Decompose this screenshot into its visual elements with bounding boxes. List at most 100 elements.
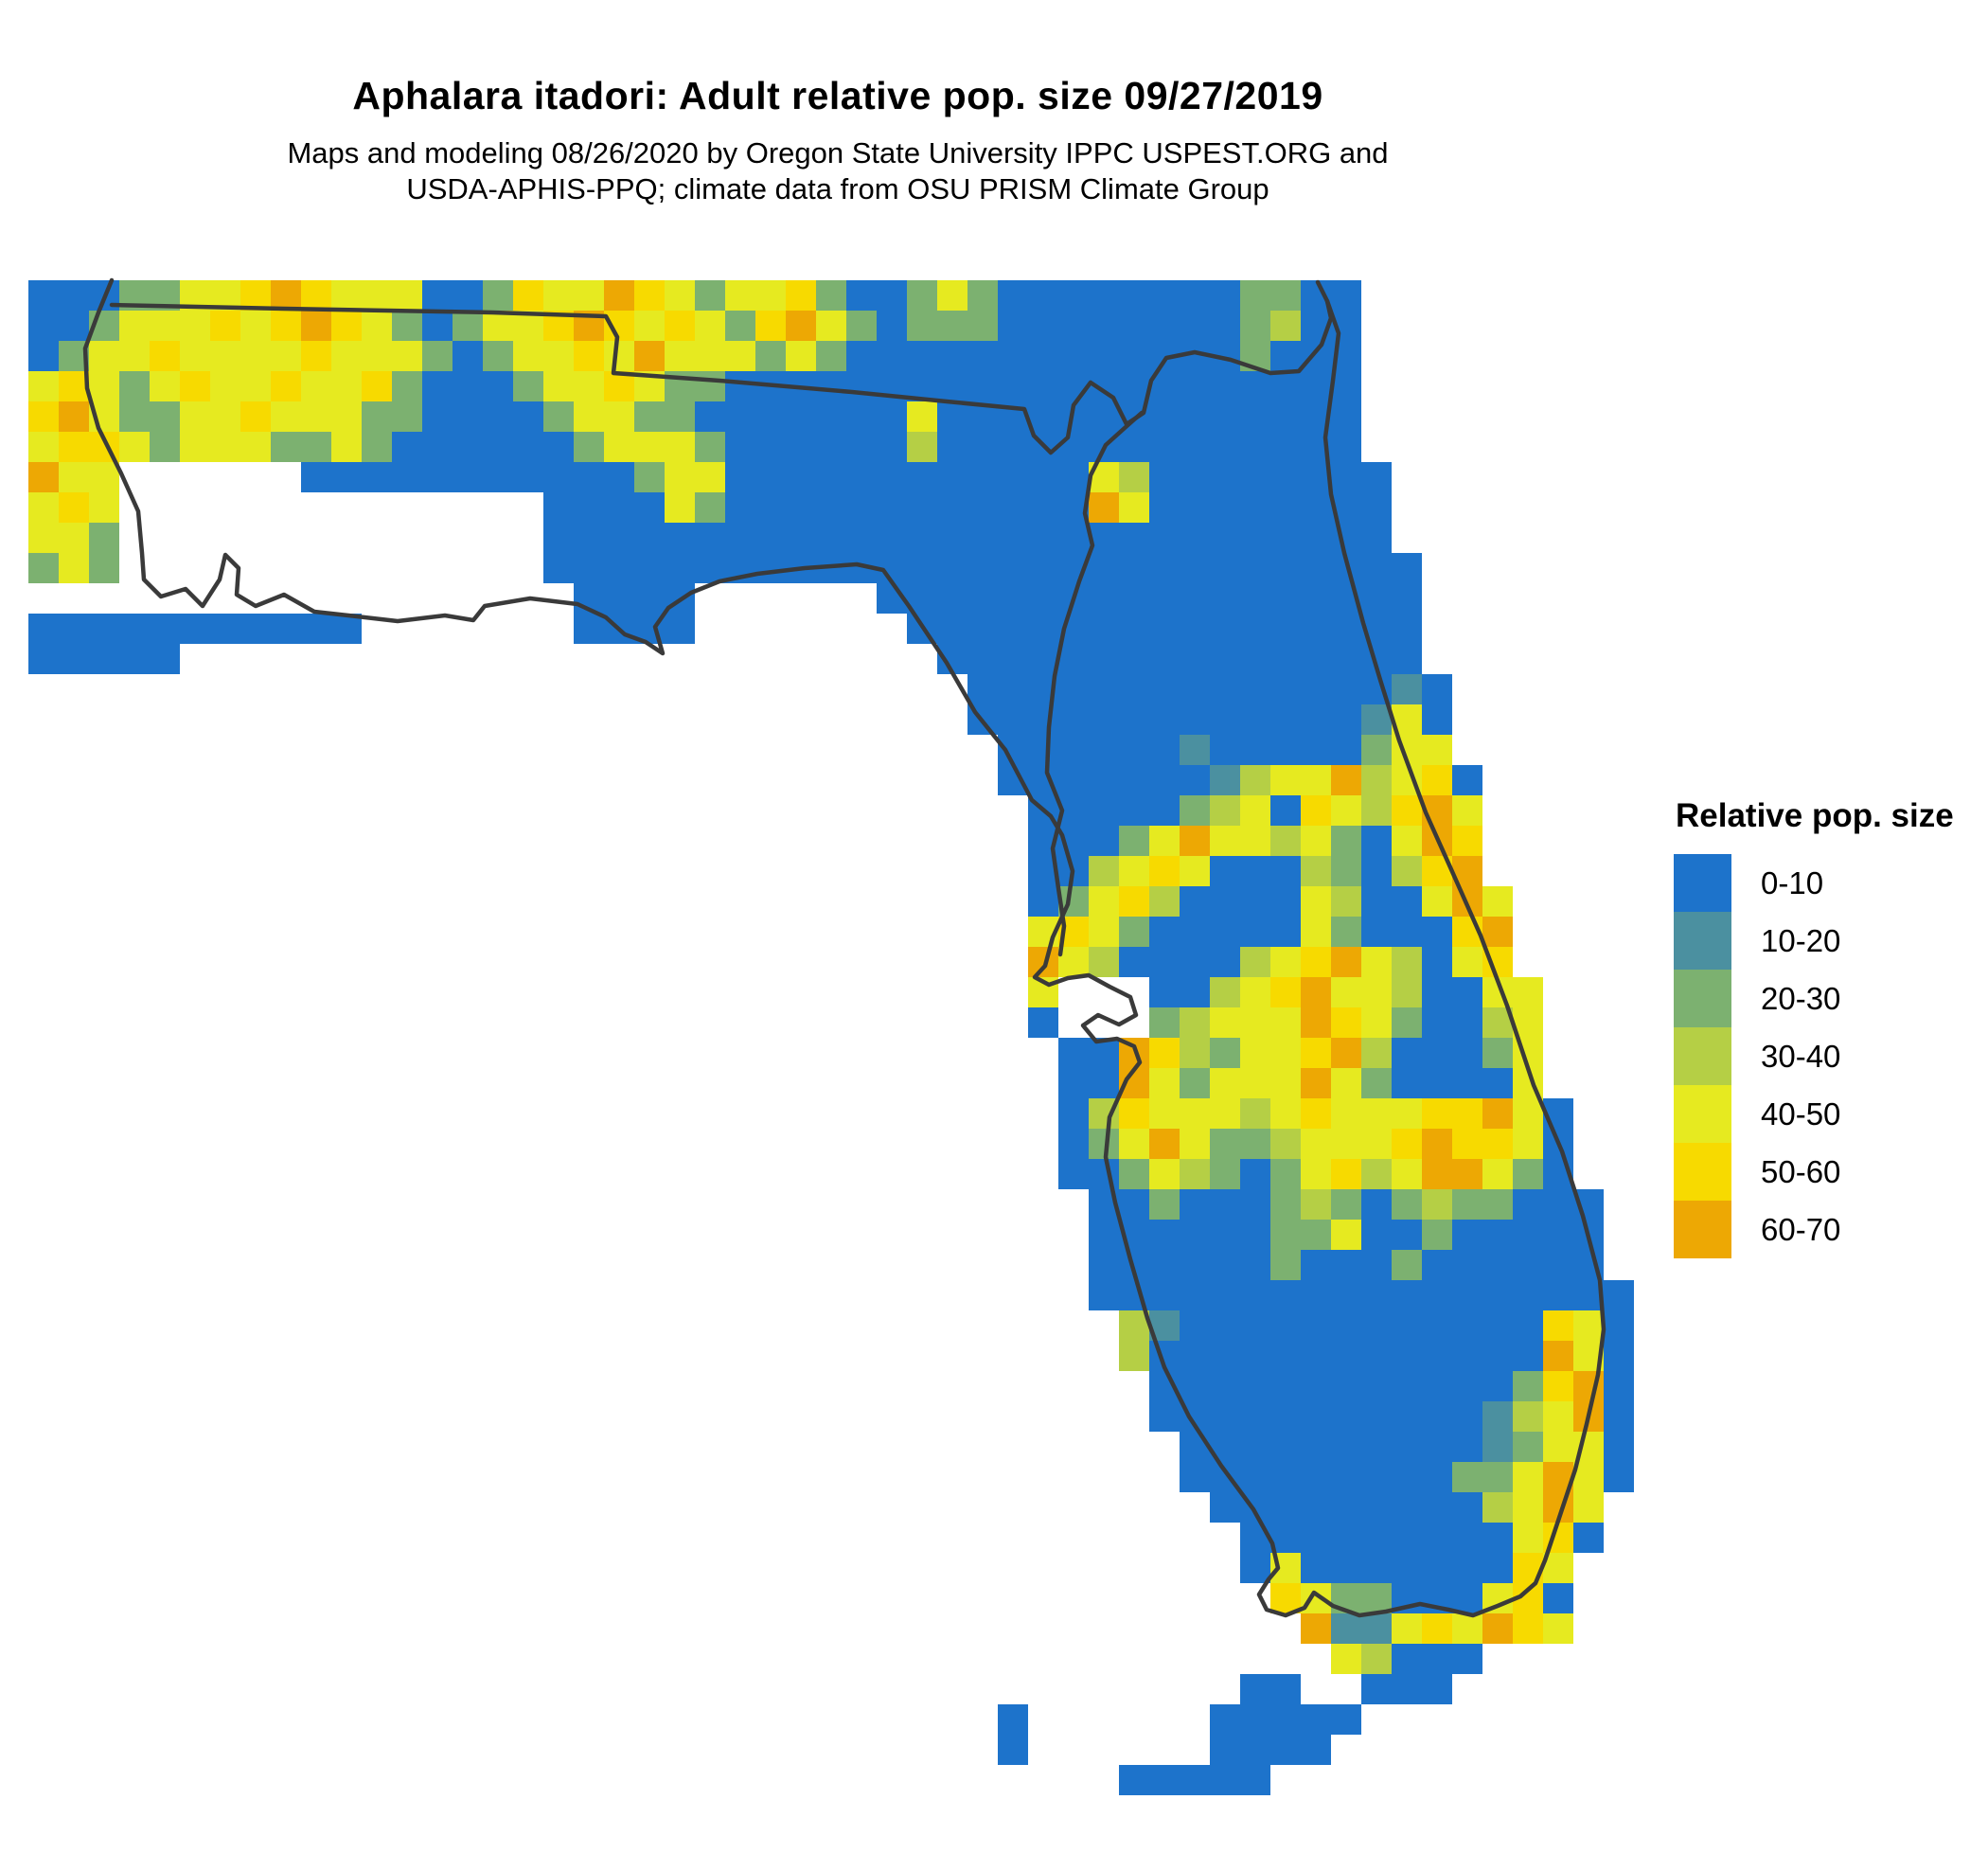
raster-cell [240,401,271,432]
raster-cell [846,492,877,523]
raster-cell [1604,1280,1634,1310]
raster-cell [422,371,453,401]
raster-cell [1180,1310,1210,1341]
raster-cell [1240,1280,1270,1310]
raster-cell [1058,1129,1089,1159]
raster-cell [1240,917,1270,947]
raster-cell [1240,1735,1270,1765]
raster-cell [210,401,240,432]
raster-cell [1210,614,1240,644]
raster-cell [1149,704,1180,735]
raster-cell [1119,735,1149,765]
raster-cell [1119,1310,1149,1341]
raster-cell [1270,1129,1301,1159]
raster-cell [1331,1462,1361,1492]
legend-item: 30-40 [1674,1027,1986,1085]
raster-cell [362,311,392,341]
raster-cell [1089,311,1119,341]
raster-cell [28,492,59,523]
raster-cell [1240,553,1270,583]
raster-cell [755,401,786,432]
raster-cell [998,462,1028,492]
raster-cell [665,311,695,341]
raster-cell [453,311,483,341]
raster-cell [665,341,695,371]
raster-cell [301,401,331,432]
raster-cell [1240,1068,1270,1098]
raster-cell [543,553,574,583]
raster-cell [331,280,362,311]
raster-cell [150,401,180,432]
raster-cell [271,280,301,311]
raster-cell [28,644,59,674]
raster-cell [1361,583,1392,614]
raster-cell [1573,1492,1604,1523]
raster-cell [1119,795,1149,826]
raster-cell [1119,432,1149,462]
raster-cell [1210,1341,1240,1371]
raster-cell [846,341,877,371]
raster-cell [1270,523,1301,553]
raster-cell [1180,280,1210,311]
raster-cell [1331,856,1361,886]
raster-cell [604,280,634,311]
raster-cell [483,311,513,341]
raster-cell [967,371,998,401]
raster-cell [907,432,937,462]
raster-cell [1482,1401,1513,1432]
raster-cell [1240,614,1270,644]
raster-cell [1240,1098,1270,1129]
raster-cell [665,492,695,523]
raster-cell [1392,644,1422,674]
raster-cell [1210,432,1240,462]
raster-cell [1482,1129,1513,1159]
raster-cell [1573,1523,1604,1553]
raster-cell [725,523,755,553]
raster-cell [1270,280,1301,311]
raster-cell [59,462,89,492]
raster-cell [28,371,59,401]
raster-cell [755,492,786,523]
raster-cell [1422,1492,1452,1523]
raster-cell [1301,1098,1331,1129]
raster-cell [1180,947,1210,977]
raster-cell [1452,977,1482,1007]
raster-cell [755,341,786,371]
raster-cell [1149,432,1180,462]
raster-cell [1331,1523,1361,1553]
raster-cell [422,311,453,341]
raster-cell [1210,1492,1240,1523]
raster-cell [1301,371,1331,401]
raster-cell [1058,765,1089,795]
raster-cell [1149,311,1180,341]
raster-cell [1513,1189,1543,1220]
raster-cell [1028,553,1058,583]
raster-cell [1422,1432,1452,1462]
state-border-path [109,298,1334,455]
raster-cell [1361,917,1392,947]
raster-cell [1089,674,1119,704]
raster-cell [1089,583,1119,614]
raster-cell [1240,280,1270,311]
raster-cell [1392,856,1422,886]
raster-cell [937,462,967,492]
raster-cell [1240,432,1270,462]
raster-cell [1270,492,1301,523]
raster-cell [1270,1462,1301,1492]
raster-cell [725,341,755,371]
raster-cell [695,280,725,311]
raster-cell [1361,977,1392,1007]
raster-cell [1331,1068,1361,1098]
raster-cell [937,341,967,371]
raster-cell [1180,674,1210,704]
raster-cell [1270,856,1301,886]
raster-cell [180,432,210,462]
raster-cell [1361,462,1392,492]
raster-cell [271,341,301,371]
raster-cell [998,523,1028,553]
raster-cell [1210,644,1240,674]
raster-cell [1270,1068,1301,1098]
raster-cell [1604,1371,1634,1401]
raster-cell [1513,1492,1543,1523]
raster-cell [1028,371,1058,401]
